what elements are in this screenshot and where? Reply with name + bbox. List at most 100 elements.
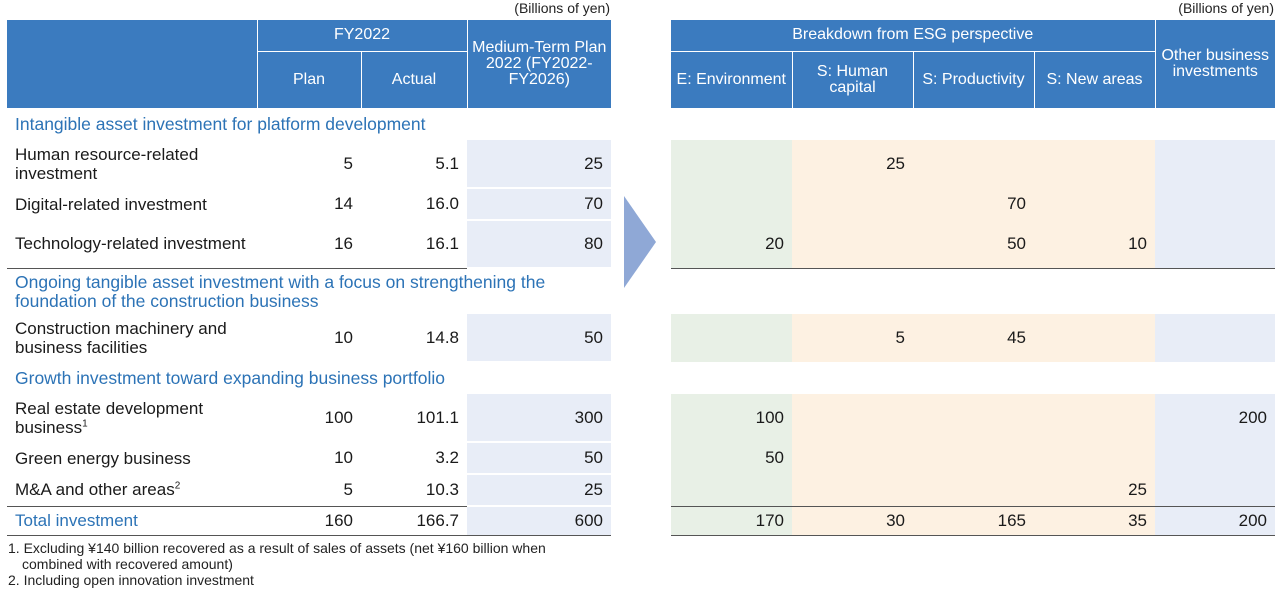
footnote-2: 2. Including open innovation investment bbox=[8, 572, 254, 588]
other-value bbox=[1155, 314, 1275, 362]
other-value bbox=[1155, 474, 1275, 506]
table-row: Digital-related investment 14 16.0 70 bbox=[7, 188, 612, 221]
investment-plan-table: FY2022 Medium-Term Plan 2022 (FY2022-FY2… bbox=[7, 20, 612, 536]
mtp-total: 600 bbox=[467, 505, 612, 536]
actual-header: Actual bbox=[360, 51, 468, 109]
human-capital-header: S: Human capital bbox=[791, 51, 913, 109]
mtp-value: 25 bbox=[467, 140, 612, 189]
new-areas-value bbox=[1034, 188, 1155, 220]
productivity-total: 165 bbox=[913, 505, 1034, 536]
new-areas-value bbox=[1034, 314, 1155, 362]
fy2022-header: FY2022 bbox=[256, 20, 468, 52]
mtp-value: 300 bbox=[467, 394, 612, 443]
table-row: 5 45 bbox=[671, 314, 1275, 362]
productivity-value: 50 bbox=[913, 220, 1034, 268]
actual-value: 16.1 bbox=[425, 233, 460, 253]
table-row: 100 200 bbox=[671, 394, 1275, 442]
environment-value bbox=[671, 474, 792, 506]
productivity-value bbox=[913, 474, 1034, 506]
spacer-row bbox=[671, 268, 1275, 314]
human-capital-value: 5 bbox=[792, 314, 913, 362]
right-arrow-icon bbox=[624, 196, 656, 288]
row-label-text: Real estate development business bbox=[15, 399, 204, 437]
row-label: Real estate development business1 bbox=[7, 394, 257, 442]
new-areas-header: S: New areas bbox=[1033, 51, 1155, 109]
footnote-1: 1. Excluding ¥140 billion recovered as a… bbox=[8, 540, 546, 556]
table-row: 20 50 10 bbox=[671, 220, 1275, 268]
plan-value: 10 bbox=[334, 328, 353, 347]
actual-value: 10.3 bbox=[425, 479, 460, 499]
table-row: Human resource-related investment 5 5.1 … bbox=[7, 140, 612, 189]
row-label-text: M&A and other areas bbox=[15, 480, 175, 500]
productivity-value: 70 bbox=[913, 188, 1034, 220]
plan-header: Plan bbox=[256, 51, 361, 109]
productivity-value: 45 bbox=[913, 314, 1034, 362]
unit-label-left: (Billions of yen) bbox=[514, 0, 610, 16]
other-value bbox=[1155, 188, 1275, 220]
plan-value: 5 bbox=[343, 154, 353, 173]
new-areas-value bbox=[1034, 394, 1155, 442]
human-capital-total: 30 bbox=[792, 505, 913, 536]
actual-value: 14.8 bbox=[425, 328, 460, 347]
environment-header: E: Environment bbox=[671, 51, 792, 109]
mtp-value: 50 bbox=[467, 442, 612, 475]
productivity-value bbox=[913, 394, 1034, 442]
footnotes: 1. Excluding ¥140 billion recovered as a… bbox=[8, 540, 546, 588]
section-row: Ongoing tangible asset investment with a… bbox=[7, 268, 612, 314]
section-title-growth: Growth investment toward expanding busin… bbox=[15, 368, 445, 388]
other-header: Other business investments bbox=[1154, 20, 1275, 109]
section-row: Growth investment toward expanding busin… bbox=[7, 362, 611, 394]
table-row: M&A and other areas2 5 10.3 25 bbox=[7, 474, 612, 507]
plan-value: 100 bbox=[324, 408, 353, 427]
table-row: Real estate development business1 100 10… bbox=[7, 394, 612, 443]
footnote-1-continued: combined with recovered amount) bbox=[22, 556, 233, 572]
mtp-value: 70 bbox=[467, 188, 612, 221]
environment-value: 100 bbox=[671, 394, 792, 442]
new-areas-value bbox=[1034, 140, 1155, 188]
table-row: Construction machinery and business faci… bbox=[7, 314, 612, 363]
actual-total: 166.7 bbox=[361, 505, 468, 536]
human-capital-value bbox=[792, 474, 913, 506]
actual-value: 3.2 bbox=[435, 448, 460, 467]
human-capital-value bbox=[792, 188, 913, 220]
plan-value: 14 bbox=[334, 194, 353, 213]
human-capital-value bbox=[792, 394, 913, 442]
row-label: Digital-related investment bbox=[15, 194, 207, 214]
environment-value: 50 bbox=[671, 442, 792, 474]
mtp-header: Medium-Term Plan 2022 (FY2022-FY2026) bbox=[466, 20, 612, 109]
environment-value bbox=[671, 314, 792, 362]
blank-header-cell bbox=[7, 20, 257, 109]
new-areas-value: 10 bbox=[1034, 220, 1155, 268]
row-label: Green energy business bbox=[15, 448, 191, 468]
row-label: Human resource-related investment bbox=[15, 145, 199, 183]
section-row: Intangible asset investment for platform… bbox=[7, 108, 611, 140]
other-value bbox=[1155, 220, 1275, 268]
plan-value: 5 bbox=[343, 479, 353, 499]
mtp-value: 50 bbox=[467, 314, 612, 363]
table-row: 70 bbox=[671, 188, 1275, 220]
table-row: Green energy business 10 3.2 50 bbox=[7, 442, 612, 475]
total-row: Total investment 160 166.7 600 bbox=[7, 505, 612, 536]
row-label: Technology-related investment bbox=[15, 234, 246, 254]
spacer-row bbox=[671, 108, 1275, 140]
esg-header: Breakdown from ESG perspective bbox=[671, 20, 1155, 52]
total-row: 170 30 165 35 200 bbox=[671, 505, 1275, 536]
actual-value: 5.1 bbox=[435, 154, 460, 173]
new-areas-value bbox=[1034, 442, 1155, 474]
human-capital-value bbox=[792, 442, 913, 474]
mtp-value: 25 bbox=[467, 474, 612, 507]
row-label: Construction machinery and business faci… bbox=[15, 319, 227, 357]
plan-total: 160 bbox=[257, 505, 361, 536]
spacer-row bbox=[671, 362, 1275, 394]
footnote-marker: 2 bbox=[174, 480, 181, 492]
section-title-tangible: Ongoing tangible asset investment with a… bbox=[15, 271, 546, 311]
actual-value: 16.0 bbox=[425, 194, 460, 213]
esg-breakdown-table: Breakdown from ESG perspective Other bus… bbox=[671, 20, 1275, 536]
productivity-header: S: Productivity bbox=[912, 51, 1034, 109]
other-total: 200 bbox=[1155, 505, 1275, 536]
environment-total: 170 bbox=[671, 505, 792, 536]
environment-value: 20 bbox=[671, 220, 792, 268]
environment-value bbox=[671, 140, 792, 188]
human-capital-value: 25 bbox=[792, 140, 913, 188]
other-value bbox=[1155, 442, 1275, 474]
